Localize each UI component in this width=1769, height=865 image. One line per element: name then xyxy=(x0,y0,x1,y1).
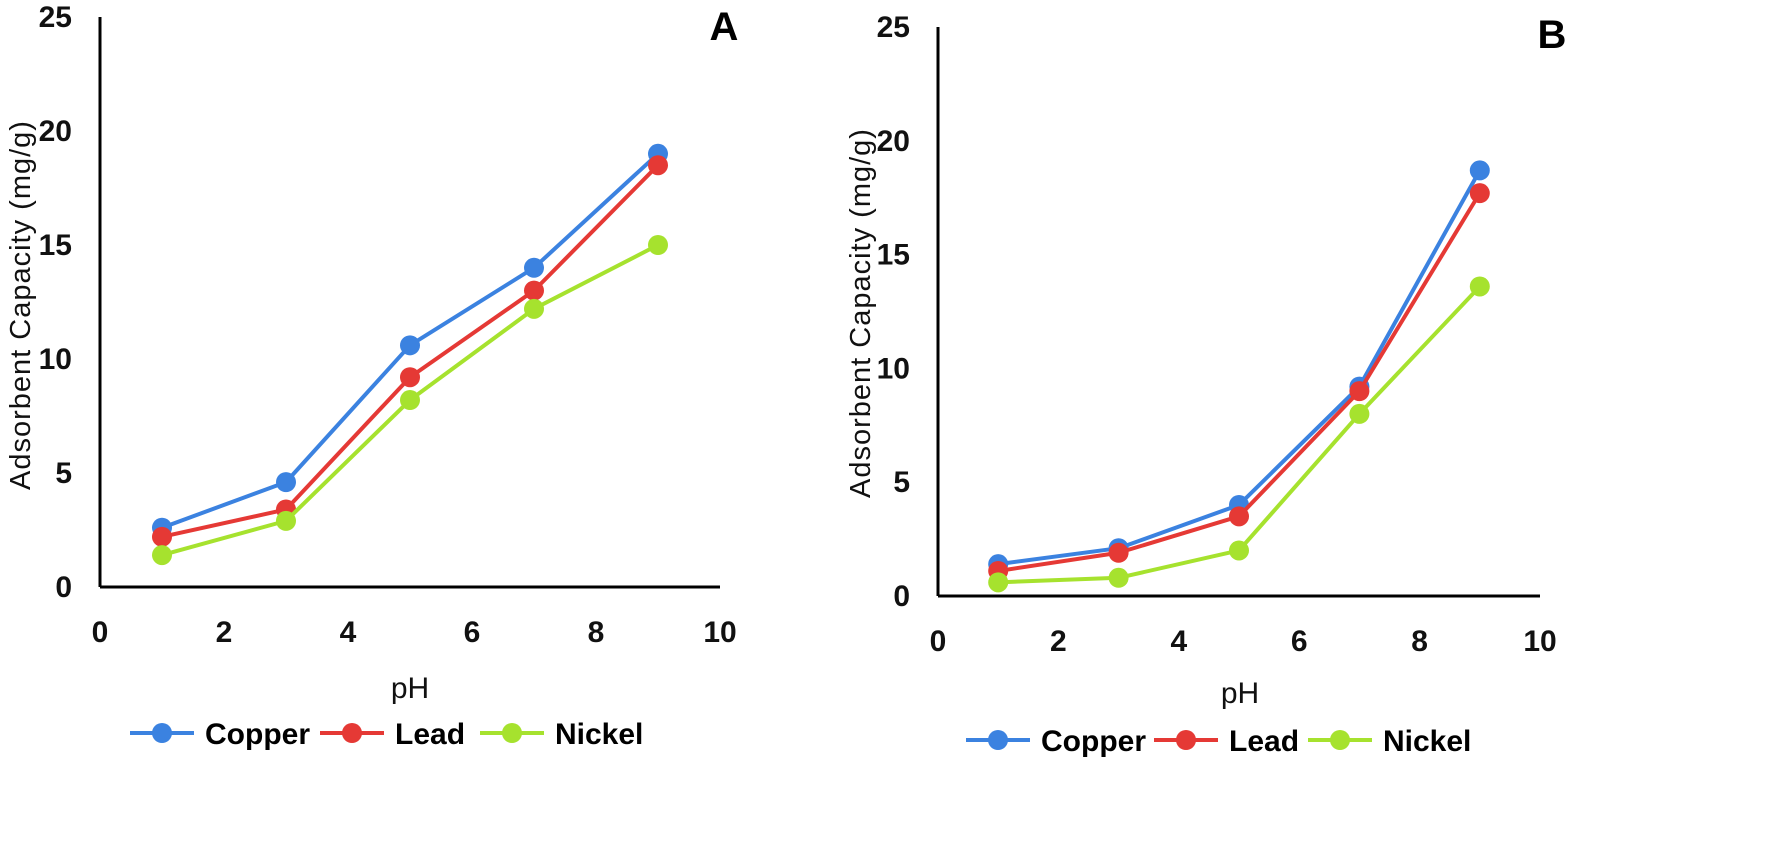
data-point-lead xyxy=(1469,183,1490,204)
y-tick-label: 25 xyxy=(877,11,910,44)
data-point-lead xyxy=(1229,506,1249,527)
legend-label-lead: Lead xyxy=(395,718,465,751)
data-point-nickel xyxy=(1469,276,1490,297)
data-point-nickel xyxy=(1229,540,1249,561)
y-tick-label: 20 xyxy=(39,115,72,148)
x-tick-label: 4 xyxy=(1170,625,1187,658)
x-tick-label: 2 xyxy=(216,616,233,649)
legend-marker-lead xyxy=(1176,730,1196,750)
data-point-nickel xyxy=(1349,403,1370,424)
y-tick-label: 15 xyxy=(877,239,910,272)
data-point-lead xyxy=(400,367,420,388)
y-tick-label: 25 xyxy=(39,1,72,34)
x-tick-label: 4 xyxy=(340,616,357,649)
legend-marker-copper xyxy=(988,730,1008,750)
x-tick-label: 2 xyxy=(1050,625,1067,658)
x-tick-label: 6 xyxy=(464,616,481,649)
data-point-nickel xyxy=(400,390,420,411)
legend-marker-lead xyxy=(342,723,362,743)
data-point-copper xyxy=(1469,160,1490,181)
y-tick-label: 20 xyxy=(877,125,910,158)
legend-marker-copper xyxy=(152,723,172,743)
y-tick-label: 0 xyxy=(893,580,910,613)
y-tick-label: 0 xyxy=(55,571,72,604)
data-point-nickel xyxy=(988,572,1009,593)
y-tick-label: 10 xyxy=(877,352,910,385)
data-point-lead xyxy=(524,280,544,301)
data-point-lead xyxy=(152,526,172,547)
legend-marker-nickel xyxy=(502,723,522,743)
legend-marker-nickel xyxy=(1330,730,1350,750)
y-axis-label: Adsorbent Capacity (mg/g) xyxy=(5,120,37,490)
x-tick-label: 10 xyxy=(703,616,736,649)
data-point-copper xyxy=(400,335,420,356)
data-point-nickel xyxy=(276,510,296,531)
y-axis-label: Adsorbent Capacity (mg/g) xyxy=(845,128,877,498)
panel-label: A xyxy=(710,5,739,49)
legend: Copper Lead Nickel xyxy=(130,718,643,751)
x-tick-label: 10 xyxy=(1523,625,1556,658)
x-tick-label: 6 xyxy=(1291,625,1308,658)
data-point-copper xyxy=(276,472,296,493)
data-point-copper xyxy=(524,257,544,278)
y-tick-label: 10 xyxy=(39,343,72,376)
legend: Copper Lead Nickel xyxy=(966,725,1471,758)
panel-label: B xyxy=(1538,13,1567,57)
legend-label-nickel: Nickel xyxy=(1383,725,1471,758)
legend-label-copper: Copper xyxy=(205,718,310,751)
y-tick-label: 5 xyxy=(55,457,72,490)
y-tick-label: 15 xyxy=(39,229,72,262)
data-point-nickel xyxy=(524,298,544,319)
data-point-nickel xyxy=(152,545,172,566)
x-tick-label: 8 xyxy=(1411,625,1428,658)
data-point-nickel xyxy=(1108,567,1129,588)
data-point-lead xyxy=(1349,381,1370,402)
x-axis-label: pH xyxy=(391,672,429,705)
legend-label-lead: Lead xyxy=(1229,725,1299,758)
legend-label-nickel: Nickel xyxy=(555,718,643,751)
x-tick-label: 0 xyxy=(930,625,947,658)
data-point-lead xyxy=(648,155,668,176)
series-line-nickel xyxy=(998,285,1482,585)
legend-label-copper: Copper xyxy=(1041,725,1146,758)
data-point-nickel xyxy=(648,235,668,255)
x-tick-label: 0 xyxy=(92,616,109,649)
x-tick-label: 8 xyxy=(588,616,605,649)
data-point-lead xyxy=(1108,542,1129,563)
x-axis-label: pH xyxy=(1221,677,1259,710)
y-tick-label: 5 xyxy=(893,466,910,499)
